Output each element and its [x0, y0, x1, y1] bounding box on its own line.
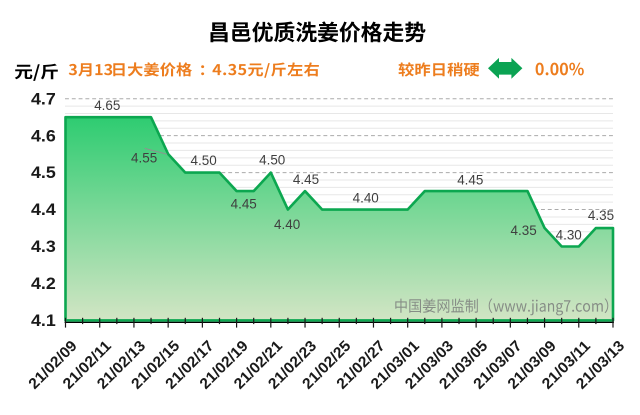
svg-text:4.40: 4.40 — [353, 191, 379, 207]
svg-text:4.45: 4.45 — [457, 172, 483, 188]
svg-text:4.2: 4.2 — [31, 275, 56, 293]
svg-text:4.65: 4.65 — [94, 98, 120, 114]
svg-text:4.35: 4.35 — [511, 223, 537, 239]
svg-text:4.6: 4.6 — [31, 127, 56, 145]
svg-text:4.45: 4.45 — [293, 172, 319, 188]
svg-text:4.55: 4.55 — [131, 150, 157, 166]
svg-text:4.35: 4.35 — [588, 208, 614, 224]
svg-text:4.30: 4.30 — [556, 228, 582, 244]
svg-text:4.50: 4.50 — [259, 153, 285, 169]
svg-text:4.1: 4.1 — [31, 312, 56, 330]
svg-text:4.5: 4.5 — [31, 164, 56, 182]
svg-text:4.50: 4.50 — [191, 153, 217, 169]
svg-text:4.45: 4.45 — [231, 197, 257, 213]
svg-text:4.4: 4.4 — [31, 201, 56, 219]
svg-text:4.7: 4.7 — [31, 90, 56, 108]
svg-text:4.3: 4.3 — [31, 238, 56, 256]
svg-text:4.40: 4.40 — [274, 217, 300, 233]
